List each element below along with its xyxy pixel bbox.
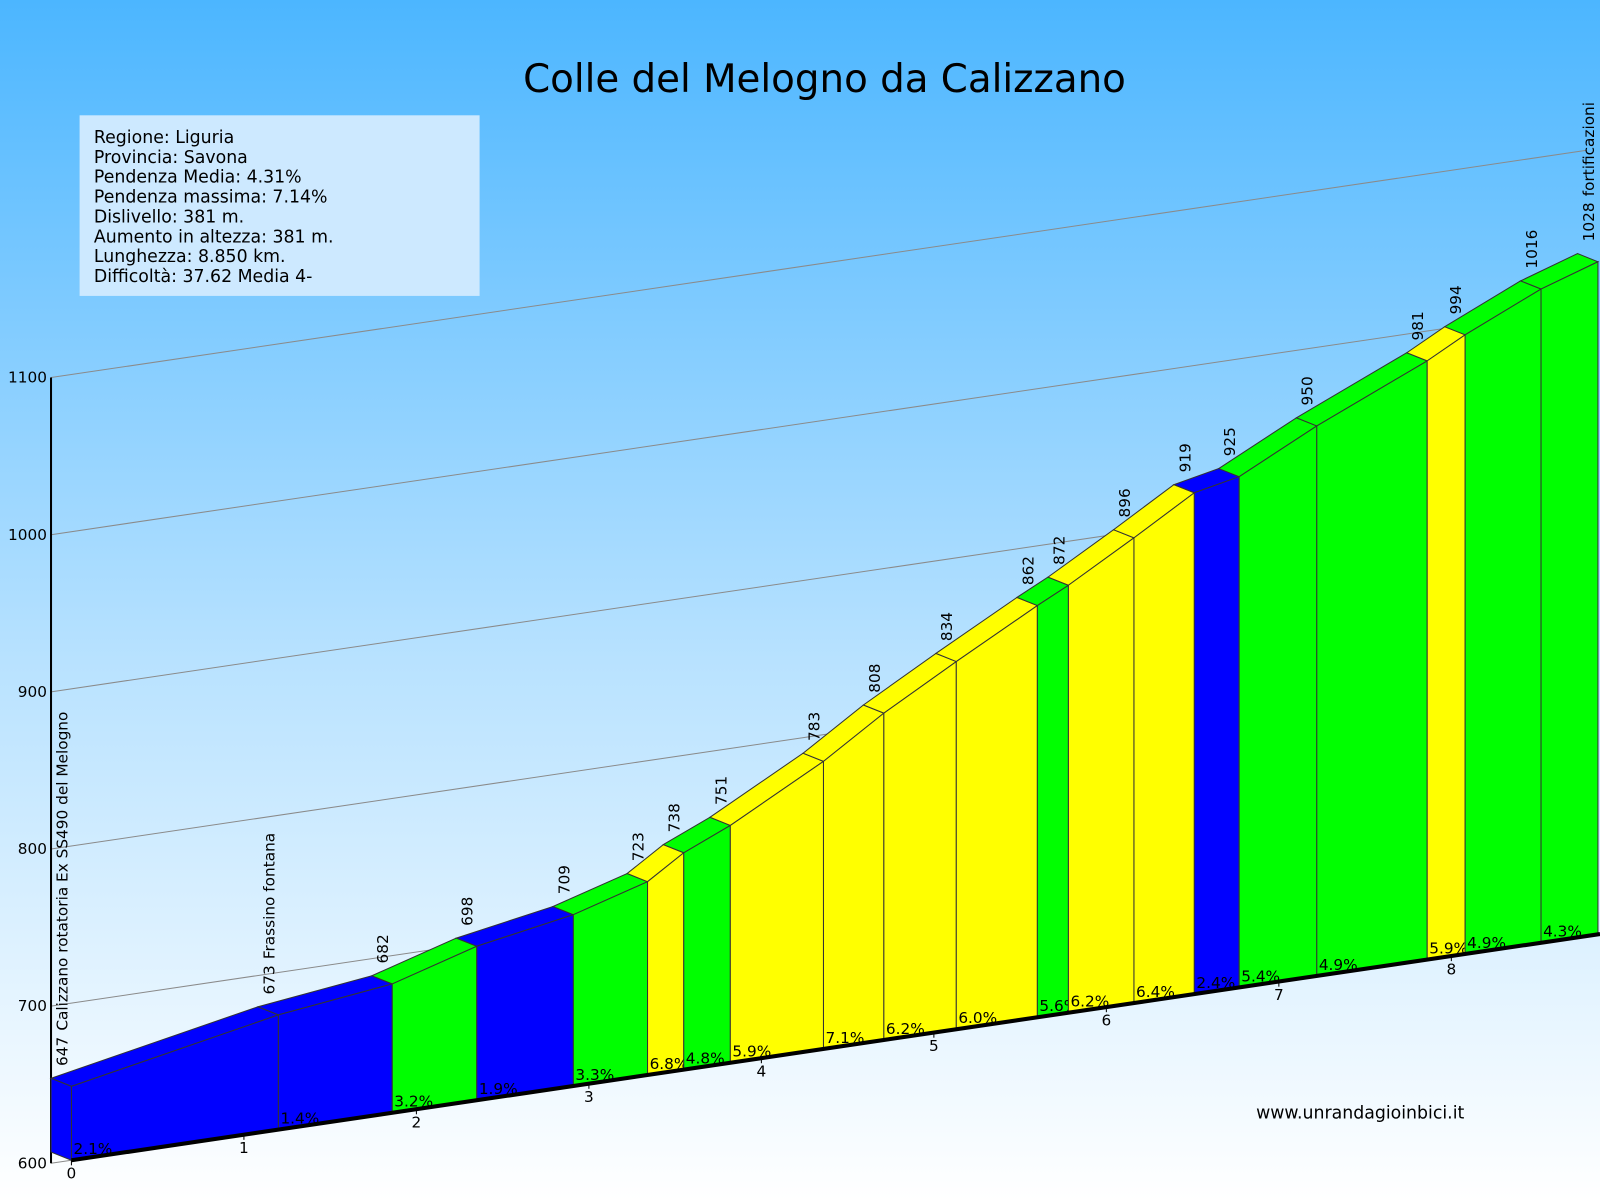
- elevation-label: 994: [1447, 285, 1465, 314]
- elevation-value: 682: [374, 934, 392, 963]
- elevation-label: 698: [459, 897, 477, 926]
- segment-face: [683, 824, 731, 1071]
- y-tick-label: 1000: [8, 526, 47, 544]
- elevation-label: 1028 fortificazioni: [1580, 102, 1598, 241]
- segment-face: [1067, 536, 1135, 1014]
- elevation-label: 925: [1221, 427, 1239, 456]
- elevation-value: 1016: [1523, 230, 1541, 269]
- info-line: Regione: Liguria: [94, 128, 234, 148]
- elevation-value: 698: [459, 897, 477, 926]
- source: www.unrandagioinbici.it: [1256, 1103, 1464, 1123]
- elevation-label: 738: [666, 803, 684, 832]
- segment-face: [1540, 260, 1599, 944]
- segment-face: [572, 880, 649, 1087]
- elevation-value: 647: [53, 1037, 71, 1066]
- elevation-label: 709: [555, 865, 573, 894]
- y-tick-label: 600: [18, 1154, 47, 1172]
- annotation: fortificazioni: [1580, 102, 1598, 196]
- elevation-label: 981: [1409, 311, 1427, 340]
- elevation-label: 896: [1116, 488, 1134, 517]
- elevation-label: 834: [938, 612, 956, 641]
- grid-line: [50, 306, 1587, 536]
- y-tick-label: 900: [18, 683, 47, 701]
- x-tick-label: 5: [929, 1037, 939, 1055]
- y-tick-label: 700: [18, 997, 47, 1015]
- elevation-value: 919: [1176, 443, 1194, 472]
- elevation-value: 808: [866, 664, 884, 693]
- elevation-value: 896: [1116, 488, 1134, 517]
- segment-face: [476, 913, 574, 1101]
- x-tick-label: 0: [67, 1165, 77, 1183]
- elevation-value: 723: [629, 832, 647, 861]
- segment-face: [955, 604, 1038, 1030]
- elevation-label: 647 Calizzano rotatoria Ex SS490 del Melo…: [53, 712, 71, 1066]
- elevation-value: 834: [938, 612, 956, 641]
- elevation-value: 673: [260, 965, 278, 994]
- info-line: Difficoltà: 37.62 Media 4-: [94, 267, 313, 287]
- elevation-value: 862: [1019, 556, 1037, 585]
- elevation-label: 862: [1019, 556, 1037, 585]
- elevation-value: 872: [1050, 536, 1068, 565]
- elevation-label: 950: [1299, 376, 1317, 405]
- elevation-label: 872: [1050, 536, 1068, 565]
- elevation-value: 1028: [1580, 202, 1598, 241]
- elevation-label: 783: [805, 712, 823, 741]
- grid-line: [50, 149, 1587, 379]
- side-face: [50, 1077, 72, 1161]
- segment-face: [1464, 288, 1542, 955]
- info-line: Aumento in altezza: 381 m.: [94, 227, 334, 247]
- segment-face: [1193, 475, 1240, 995]
- baseline: [71, 931, 1600, 1163]
- info-line: Provincia: Savona: [94, 148, 248, 168]
- elevation-label: 919: [1176, 443, 1194, 472]
- x-tick-label: 7: [1274, 986, 1284, 1004]
- elevation-value: 709: [555, 865, 573, 894]
- elevation-label: 751: [712, 776, 730, 805]
- info-box: [79, 115, 480, 296]
- elevation-label: 808: [866, 664, 884, 693]
- segment-face: [1426, 333, 1466, 961]
- info-line: Pendenza massima: 7.14%: [94, 188, 328, 208]
- elevation-value: 981: [1409, 311, 1427, 340]
- x-tick-label: 1: [239, 1139, 249, 1157]
- elevation-value: 738: [666, 803, 684, 832]
- segment-face: [822, 712, 885, 1050]
- elevation-label: 673 Frassino fontana: [260, 833, 278, 995]
- segment-face: [883, 660, 957, 1041]
- elevation-value: 751: [712, 776, 730, 805]
- info-line: Dislivello: 381 m.: [94, 207, 244, 227]
- elevation-value: 783: [805, 712, 823, 741]
- segment-face: [1133, 491, 1195, 1004]
- x-tick-label: 8: [1446, 960, 1456, 978]
- y-tick-label: 800: [18, 840, 47, 858]
- segment-face: [1036, 584, 1069, 1018]
- info-line: Pendenza Media: 4.31%: [94, 168, 302, 188]
- annotation: Calizzano rotatoria Ex SS490 del Melogno: [53, 712, 71, 1031]
- elevation-value: 950: [1299, 376, 1317, 405]
- x-tick-label: 2: [412, 1114, 422, 1132]
- segment-face: [1238, 424, 1318, 989]
- x-tick-label: 6: [1101, 1011, 1111, 1029]
- elevation-value: 925: [1221, 427, 1239, 456]
- elevation-value: 994: [1447, 285, 1465, 314]
- elevation-label: 723: [629, 832, 647, 861]
- chart-title: Colle del Melogno da Calizzano: [523, 57, 1126, 102]
- x-tick-label: 4: [757, 1062, 767, 1080]
- segment-face: [1316, 359, 1428, 977]
- segment-face: [647, 851, 685, 1076]
- x-tick-label: 3: [584, 1088, 594, 1106]
- elevation-label: 682: [374, 934, 392, 963]
- info-line: Lunghezza: 8.850 km.: [94, 247, 286, 267]
- elevation-label: 1016: [1523, 230, 1541, 269]
- annotation: Frassino fontana: [260, 833, 278, 959]
- y-tick-label: 1100: [8, 369, 47, 387]
